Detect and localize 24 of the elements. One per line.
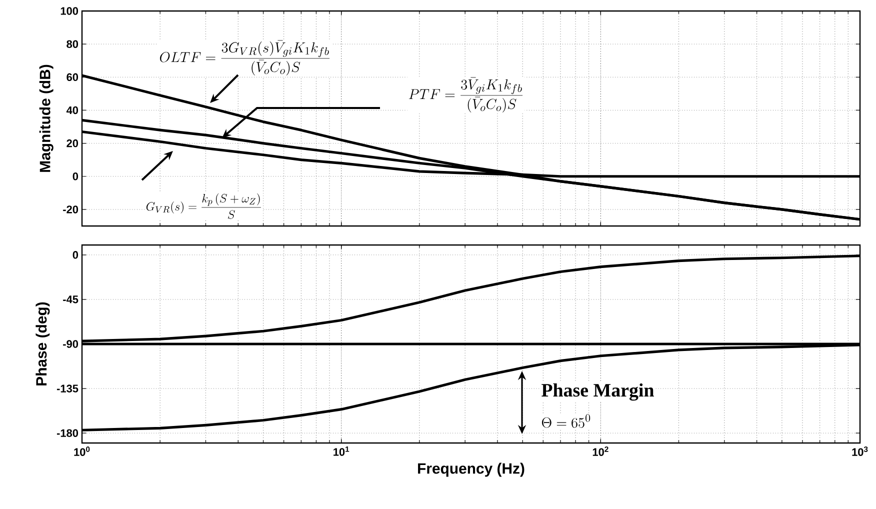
annotation: $PTF=\frac{3\bar{V}_{gi}K_1k_{fb}}{(\bar{V}_oC_o)S}$ [408, 77, 523, 112]
y-tick-label: 100 [60, 7, 78, 15]
y-tick-label: 40 [66, 106, 78, 114]
y-axis-title: Magnitude (dB) [39, 64, 54, 172]
y-tick-label: 0 [72, 172, 78, 180]
annotation: $OLTF=\frac{3G_{VR}(s)\bar{V}_{gi}K_1k_{fb}}{(\bar{V}_oC_o)S}$ [160, 40, 330, 76]
x-axis-title: Frequency (Hz) [418, 462, 524, 477]
y-tick-label: 80 [66, 40, 78, 48]
x-tick-label: 10$^{3}$ [852, 446, 868, 456]
x-tick-label: 10$^{2}$ [592, 446, 608, 456]
y-tick-label: -20 [63, 206, 78, 214]
y-tick-label: -180 [56, 429, 78, 437]
y-tick-label: 60 [66, 73, 78, 82]
x-tick-label: 10$^{0}$ [74, 446, 90, 456]
y-tick-label: -135 [56, 384, 78, 392]
annotation: $\Theta=65^{0}$ [542, 414, 590, 428]
y-tick-label: -90 [63, 340, 78, 348]
y-tick-label: 20 [66, 139, 78, 148]
x-tick-label: 10$^{1}$ [334, 446, 350, 456]
y-tick-label: 0 [72, 251, 78, 259]
annotation: Phase Margin [542, 383, 654, 401]
y-axis-title: Phase (deg) [36, 302, 50, 386]
y-tick-label: -45 [63, 296, 78, 304]
annotation: $G_{VR}(s)=\frac{k_p\left(S+\omega_Z\right)}{S}$ [146, 193, 261, 219]
